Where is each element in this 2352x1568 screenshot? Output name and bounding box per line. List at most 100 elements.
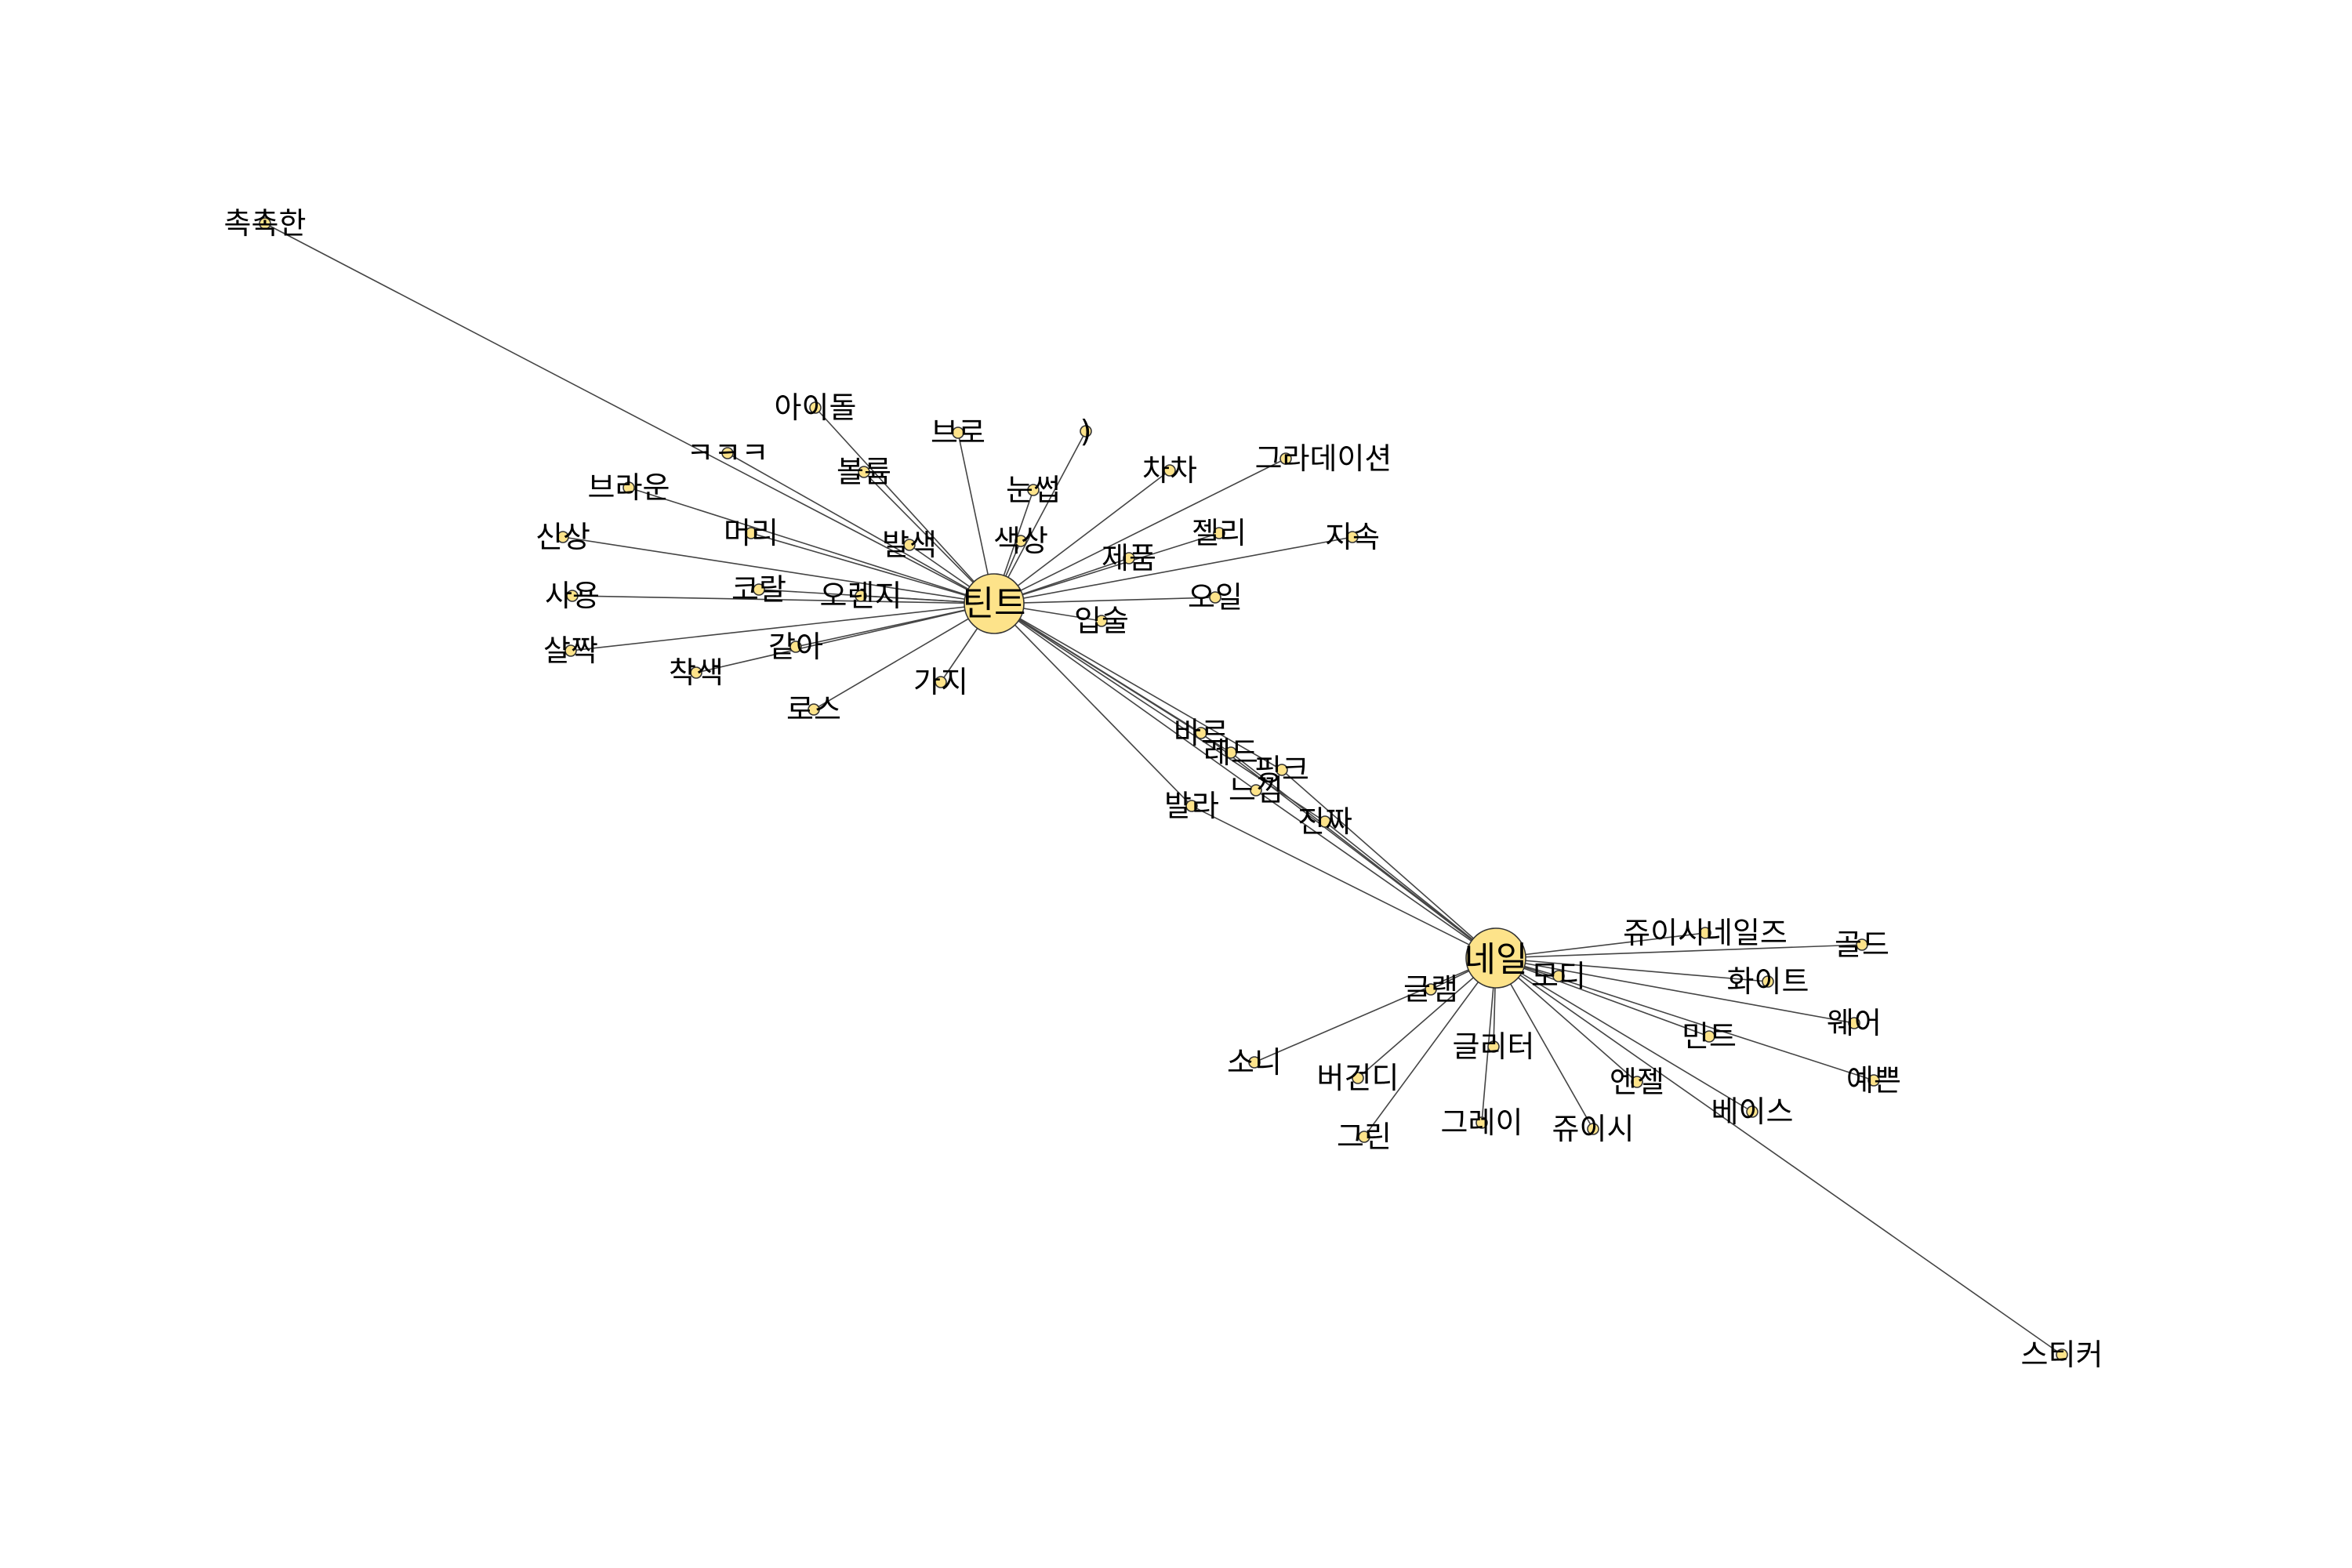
word-label-n03: 브로: [931, 416, 985, 450]
word-node-m04: [1762, 975, 1774, 988]
edge-tint-n12: [562, 536, 995, 604]
edge-nail-m02: [1495, 944, 1863, 959]
word-label-m09: 소니: [1227, 1045, 1282, 1080]
word-node-m17: [2056, 1348, 2068, 1361]
word-label-m05: 글램: [1403, 972, 1458, 1007]
word-node-m09: [1248, 1056, 1261, 1069]
word-node-m07: [1487, 1040, 1500, 1053]
edge-tint-s03: [993, 603, 1283, 771]
word-label-n04: ): [1080, 414, 1092, 448]
word-label-n23: 살짝: [543, 633, 598, 668]
edge-tint-n21: [993, 597, 1216, 604]
word-label-m17: 스티커: [2021, 1338, 2103, 1372]
word-label-m02: 골드: [1835, 927, 1889, 962]
edge-layer: [264, 223, 2063, 1356]
edge-tint-n02: [815, 407, 995, 604]
edge-tint-n27: [813, 603, 995, 710]
word-label-s03: 핑크: [1254, 753, 1309, 787]
word-label-n06: 볼륨: [837, 455, 891, 489]
word-label-n12: 신상: [535, 520, 590, 554]
word-node-m03: [1552, 970, 1565, 982]
hub-node-tint: [964, 573, 1025, 634]
word-node-n24: [789, 641, 802, 653]
word-label-m04: 화이트: [1727, 964, 1809, 999]
word-node-n12: [557, 531, 569, 543]
word-label-n07: 차차: [1142, 453, 1197, 488]
word-node-n01: [259, 217, 271, 230]
word-label-m15: 쥬이시: [1552, 1112, 1635, 1146]
word-node-m15: [1587, 1123, 1599, 1135]
word-label-n14: 색상: [993, 524, 1048, 558]
edge-nail-s02: [1230, 752, 1497, 959]
word-node-m05: [1425, 983, 1437, 996]
word-node-s02: [1225, 746, 1237, 759]
word-label-m06: 웨어: [1827, 1006, 1882, 1040]
word-label-n01: 촉촉한: [224, 206, 307, 241]
word-node-m12: [1867, 1074, 1880, 1087]
edge-nail-m08: [1495, 957, 1710, 1037]
word-label-m01: 쥬이시네일즈: [1623, 916, 1788, 950]
word-label-m14: 그레이: [1441, 1105, 1523, 1140]
edge-nail-s04: [1255, 789, 1497, 959]
word-node-n07: [1163, 464, 1176, 477]
word-node-s03: [1276, 764, 1288, 776]
word-label-m03: 모디: [1531, 959, 1586, 993]
word-label-n08: 그라데이션: [1255, 441, 1392, 476]
word-label-s04: 느낌: [1229, 773, 1283, 808]
word-node-n02: [809, 401, 822, 414]
word-label-n16: 지속: [1325, 520, 1380, 554]
word-node-m16: [1358, 1131, 1370, 1143]
word-label-n20: 오렌지: [820, 579, 902, 613]
word-node-m01: [1699, 927, 1711, 939]
word-node-n03: [952, 426, 964, 439]
edge-nail-s06: [1324, 821, 1497, 959]
node-layer: [259, 217, 2068, 1361]
edge-nail-m04: [1495, 957, 1769, 982]
word-label-m11: 엔젤: [1610, 1065, 1664, 1099]
edge-tint-n05: [727, 452, 995, 604]
edge-tint-n16: [993, 536, 1353, 604]
word-node-n09: [622, 481, 635, 494]
word-node-n19: [753, 583, 765, 596]
word-label-m16: 그린: [1337, 1120, 1392, 1154]
word-node-s06: [1319, 815, 1331, 828]
word-label-n02: 아이돌: [775, 390, 857, 425]
word-label-m10: 버건디: [1317, 1061, 1399, 1095]
word-node-s01: [1195, 727, 1207, 739]
word-node-m10: [1352, 1072, 1364, 1084]
edge-nail-m13: [1495, 957, 1753, 1112]
edge-nail-m01: [1495, 932, 1706, 959]
edge-nail-m16: [1363, 957, 1497, 1138]
word-node-n17: [1123, 552, 1135, 564]
word-label-s01: 바르: [1174, 716, 1229, 750]
edge-tint-s04: [993, 603, 1257, 791]
word-label-s06: 진짜: [1298, 804, 1352, 839]
word-label-n05: ㅋㅋㅋ: [687, 436, 769, 470]
word-node-n18: [566, 590, 579, 602]
word-label-n17: 제품: [1102, 541, 1156, 575]
word-label-n09: 브라운: [588, 470, 670, 505]
edge-nail-m09: [1254, 957, 1497, 1063]
edge-tint-n06: [863, 471, 995, 604]
edge-tint-n15: [993, 532, 1220, 604]
word-node-n23: [564, 644, 577, 657]
edge-tint-n09: [628, 487, 995, 604]
word-node-n25: [690, 666, 702, 679]
word-label-m07: 글리터: [1453, 1029, 1535, 1064]
word-node-m11: [1631, 1076, 1643, 1088]
edge-nail-s05: [1191, 805, 1497, 959]
word-label-n18: 사용: [545, 579, 600, 613]
hub-node-nail: [1465, 927, 1526, 989]
word-node-m08: [1703, 1030, 1715, 1043]
word-label-s05: 발라: [1164, 789, 1219, 823]
edge-tint-n11: [750, 532, 995, 604]
word-label-n21: 오일: [1188, 580, 1243, 615]
edge-nail-m10: [1357, 957, 1497, 1079]
edge-tint-n25: [695, 603, 995, 673]
word-label-n10: 눈썹: [1006, 473, 1061, 507]
edge-tint-n08: [993, 458, 1287, 604]
word-label-n26: 가지: [913, 665, 968, 699]
word-node-n10: [1027, 484, 1040, 496]
